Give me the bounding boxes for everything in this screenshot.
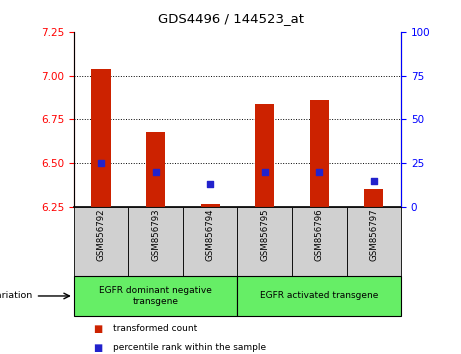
Text: GSM856794: GSM856794 xyxy=(206,209,215,261)
Bar xyxy=(292,207,347,276)
Bar xyxy=(91,69,111,207)
Point xyxy=(207,182,214,187)
Point xyxy=(315,169,323,175)
Bar xyxy=(255,104,274,207)
Bar xyxy=(74,276,237,316)
Text: ■: ■ xyxy=(94,324,103,334)
Bar xyxy=(364,189,384,207)
Point xyxy=(152,169,160,175)
Text: GSM856795: GSM856795 xyxy=(260,209,269,261)
Text: GSM856796: GSM856796 xyxy=(315,209,324,261)
Point xyxy=(97,160,105,166)
Bar xyxy=(237,276,401,316)
Bar xyxy=(347,207,401,276)
Text: percentile rank within the sample: percentile rank within the sample xyxy=(113,343,266,352)
Bar xyxy=(128,207,183,276)
Text: GDS4496 / 144523_at: GDS4496 / 144523_at xyxy=(158,12,303,25)
Bar xyxy=(74,207,128,276)
Bar xyxy=(201,205,220,207)
Bar xyxy=(237,207,292,276)
Text: EGFR activated transgene: EGFR activated transgene xyxy=(260,291,378,301)
Text: ■: ■ xyxy=(94,343,103,353)
Point xyxy=(370,178,378,184)
Text: genotype/variation: genotype/variation xyxy=(0,291,33,301)
Bar xyxy=(146,132,165,207)
Text: transformed count: transformed count xyxy=(113,325,197,333)
Text: GSM856793: GSM856793 xyxy=(151,209,160,261)
Point xyxy=(261,169,268,175)
Bar xyxy=(183,207,237,276)
Text: EGFR dominant negative
transgene: EGFR dominant negative transgene xyxy=(99,286,212,306)
Text: GSM856797: GSM856797 xyxy=(369,209,378,261)
Bar xyxy=(310,100,329,207)
Text: GSM856792: GSM856792 xyxy=(96,209,106,261)
